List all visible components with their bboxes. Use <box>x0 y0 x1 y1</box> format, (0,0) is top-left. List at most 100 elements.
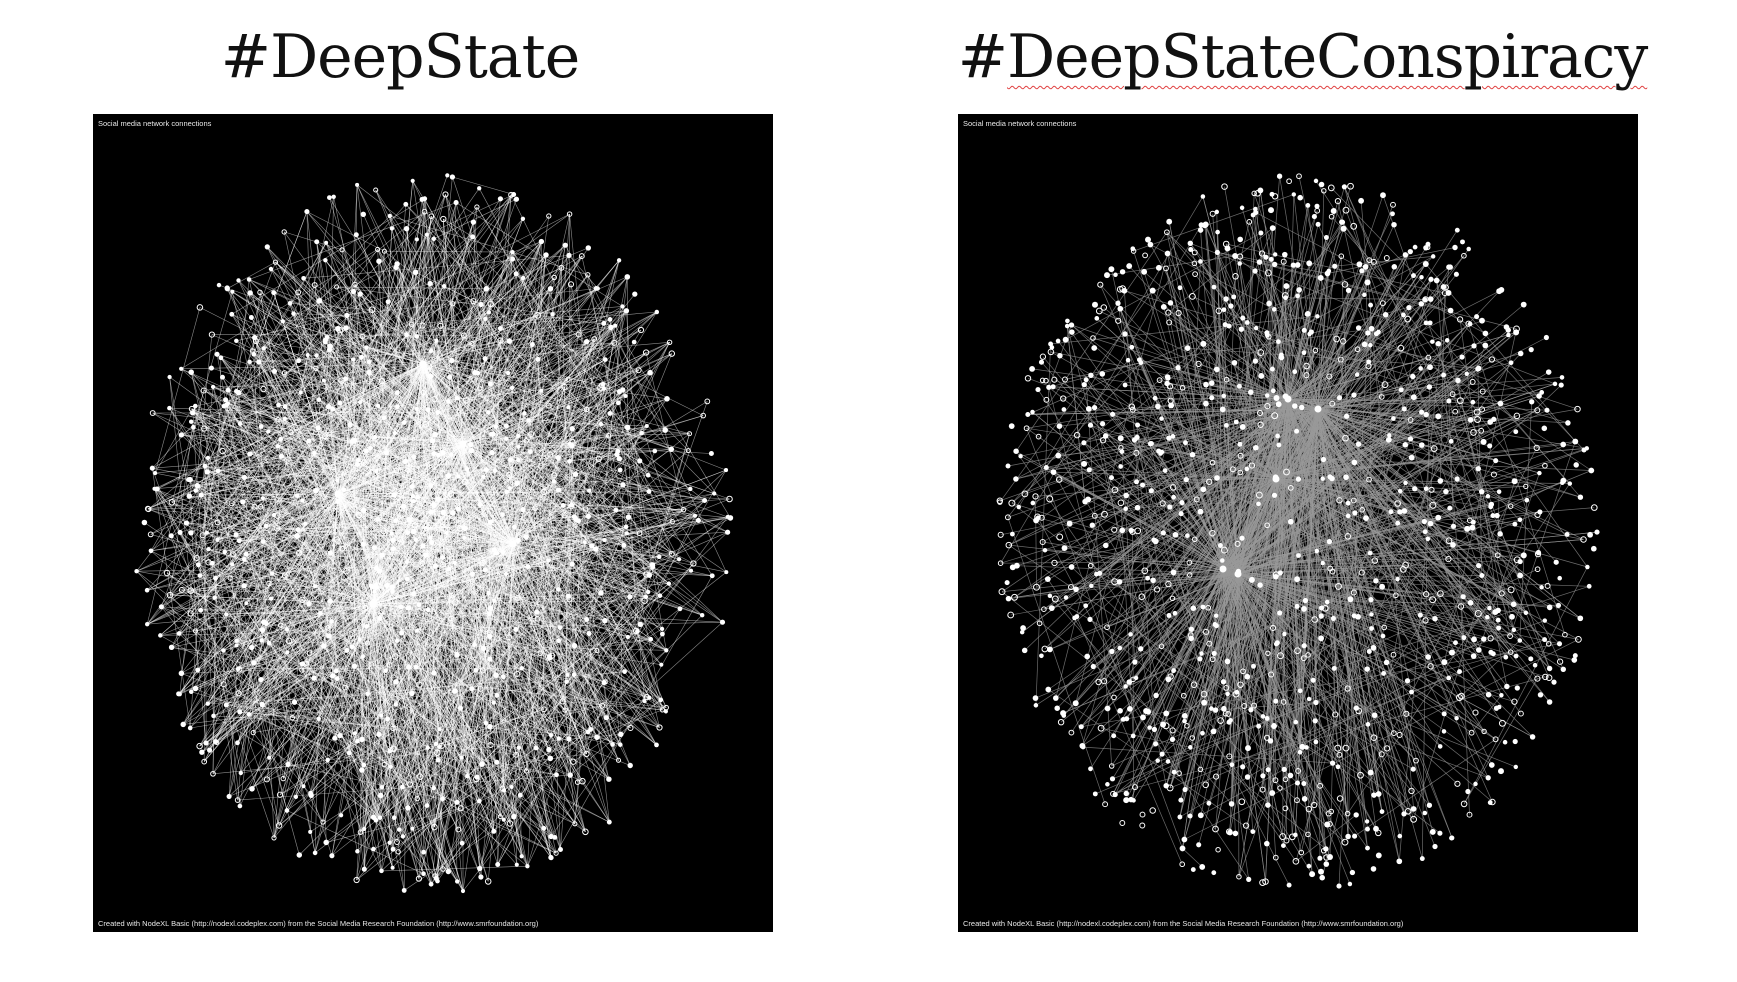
network-edge <box>496 409 587 696</box>
network-node <box>325 403 332 410</box>
network-edge <box>169 594 437 879</box>
network-edge <box>1237 376 1330 575</box>
network-edge <box>372 603 444 870</box>
network-node <box>371 846 376 852</box>
network-node <box>585 272 591 278</box>
network-edge <box>1208 607 1375 716</box>
network-node <box>566 404 571 410</box>
network-edge <box>378 734 517 756</box>
network-edge <box>436 614 703 879</box>
network-node <box>266 580 272 587</box>
network-edge <box>1344 186 1550 669</box>
network-edge <box>503 469 727 677</box>
network-node <box>393 518 399 523</box>
network-node <box>355 511 363 519</box>
network-node <box>550 312 555 317</box>
network-edge <box>320 260 620 614</box>
network-edge <box>1044 408 1319 650</box>
network-edge <box>197 485 358 742</box>
network-edge <box>254 337 316 587</box>
network-edge <box>1205 224 1453 839</box>
network-edge <box>282 263 398 322</box>
network-edge <box>483 520 699 649</box>
network-edge <box>548 560 560 739</box>
network-node <box>235 690 242 697</box>
network-node <box>1430 445 1438 452</box>
network-node <box>578 253 585 260</box>
network-node <box>534 615 541 622</box>
network-edge <box>214 279 250 598</box>
network-edge <box>443 338 595 513</box>
network-edge <box>1237 573 1336 715</box>
network-node <box>360 507 367 514</box>
network-node <box>515 537 521 544</box>
network-node <box>258 676 264 683</box>
network-node <box>218 355 224 361</box>
network-node <box>355 849 360 854</box>
network-edge <box>516 483 565 516</box>
network-edge <box>297 495 361 833</box>
network-node <box>566 596 573 603</box>
network-edge <box>231 194 514 565</box>
network-node <box>291 311 296 316</box>
network-edge <box>565 245 666 431</box>
network-node <box>495 862 501 867</box>
network-edge <box>275 261 464 445</box>
network-node <box>1251 702 1257 709</box>
network-node <box>1184 345 1191 351</box>
network-node <box>359 767 365 773</box>
network-node <box>1465 788 1471 795</box>
network-node <box>614 451 620 458</box>
network-edge <box>1317 266 1336 410</box>
network-node <box>411 498 416 504</box>
network-edge <box>1048 362 1141 388</box>
network-node <box>565 376 571 382</box>
network-node <box>695 517 701 523</box>
network-node <box>343 568 350 575</box>
network-edge <box>1208 408 1319 804</box>
network-node <box>677 606 683 612</box>
network-node <box>690 560 697 567</box>
network-edge <box>1237 472 1540 575</box>
network-node <box>230 289 235 294</box>
network-node <box>1318 605 1325 611</box>
network-node <box>344 312 350 318</box>
network-edge <box>1275 395 1540 480</box>
network-node <box>1245 745 1251 752</box>
network-edge <box>356 184 623 391</box>
network-edge <box>154 488 281 626</box>
network-node <box>445 868 451 875</box>
network-edge <box>1128 580 1154 683</box>
network-edge <box>372 391 620 605</box>
network-edge <box>1509 441 1576 637</box>
network-node <box>704 398 711 405</box>
network-node <box>558 264 565 271</box>
network-edge <box>360 398 668 833</box>
network-edge <box>548 650 667 750</box>
network-node <box>664 648 669 653</box>
network-node <box>401 420 407 425</box>
network-node <box>390 537 396 543</box>
network-node <box>148 548 154 554</box>
network-edge <box>1014 408 1319 598</box>
network-edge <box>171 502 545 710</box>
network-node <box>618 731 624 738</box>
network-node <box>295 527 301 533</box>
network-node <box>257 289 263 296</box>
network-edge <box>1059 398 1289 427</box>
network-edge <box>326 807 461 843</box>
network-edge <box>361 739 365 870</box>
network-node <box>1487 635 1494 642</box>
network-node <box>168 644 175 650</box>
network-node <box>657 593 663 599</box>
deepstate-title-prefix: # <box>220 22 271 92</box>
network-node <box>318 610 323 616</box>
network-edge <box>323 251 385 646</box>
network-node <box>547 285 554 292</box>
network-edge <box>306 211 654 568</box>
network-node <box>315 425 321 431</box>
network-edge <box>372 603 463 844</box>
network-node <box>304 660 310 667</box>
network-node <box>585 245 592 251</box>
network-edge <box>1275 444 1564 480</box>
